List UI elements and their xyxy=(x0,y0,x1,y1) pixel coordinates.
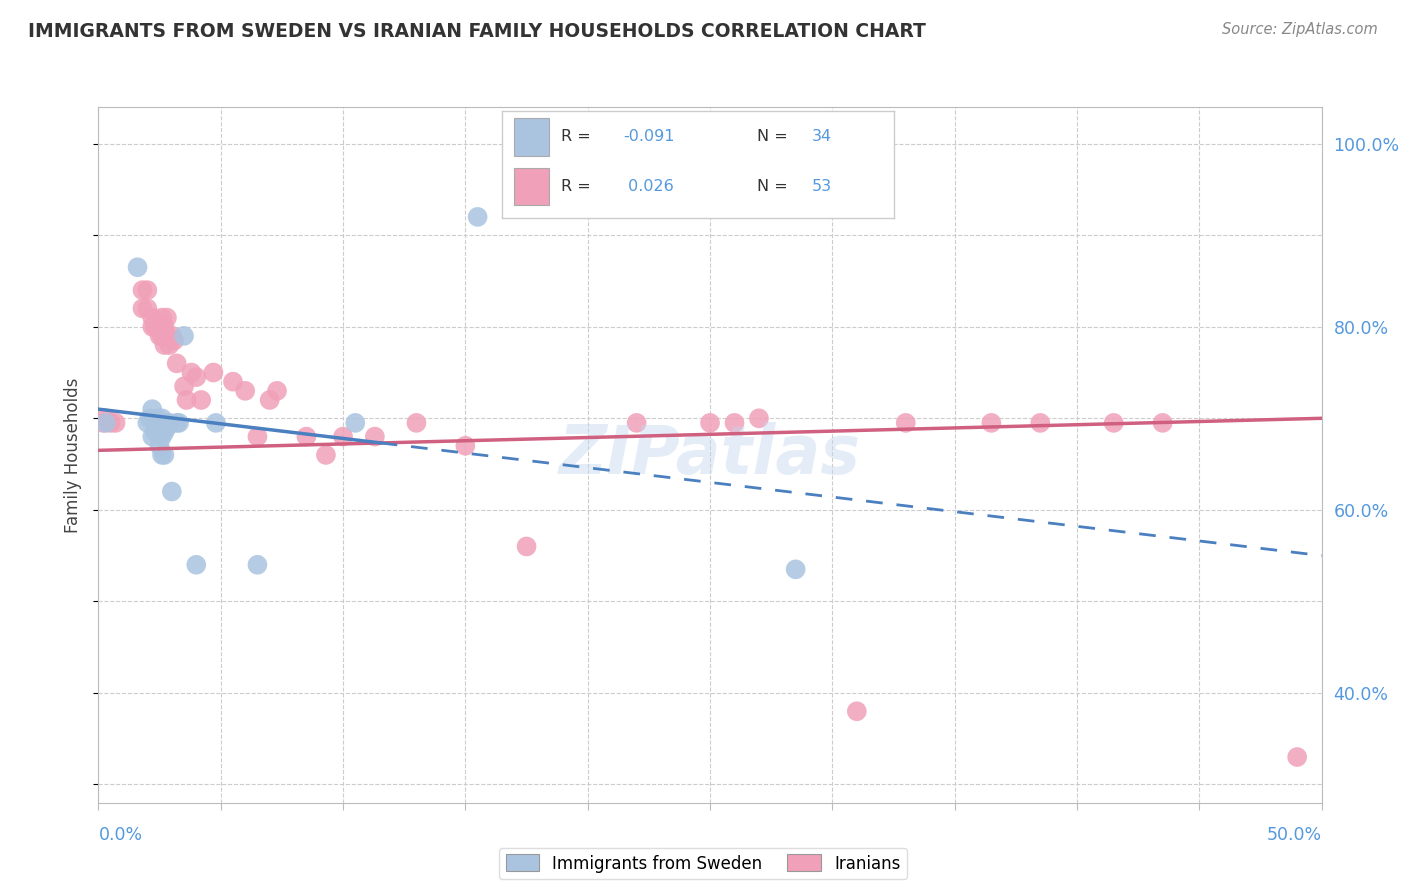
Point xyxy=(150,429,173,443)
Point xyxy=(180,366,202,380)
Point xyxy=(205,416,228,430)
Point xyxy=(166,356,188,370)
Point xyxy=(153,319,176,334)
Point xyxy=(150,448,173,462)
Point xyxy=(186,370,208,384)
Point xyxy=(163,334,186,348)
Point xyxy=(94,416,117,430)
Point xyxy=(160,329,183,343)
Point xyxy=(131,301,153,316)
Point xyxy=(94,411,117,425)
Point xyxy=(127,260,149,275)
Point xyxy=(91,416,114,430)
Point xyxy=(1102,416,1125,430)
Text: 0.0%: 0.0% xyxy=(98,826,142,844)
Point xyxy=(136,301,159,316)
Point xyxy=(176,392,198,407)
Point xyxy=(156,329,179,343)
Point xyxy=(149,319,172,334)
Point xyxy=(153,425,176,439)
Point xyxy=(405,416,427,430)
Point xyxy=(222,375,245,389)
Point xyxy=(149,416,172,430)
Text: ZIPatlas: ZIPatlas xyxy=(560,422,860,488)
Text: IMMIGRANTS FROM SWEDEN VS IRANIAN FAMILY HOUSEHOLDS CORRELATION CHART: IMMIGRANTS FROM SWEDEN VS IRANIAN FAMILY… xyxy=(28,22,927,41)
Point xyxy=(173,329,195,343)
Point xyxy=(190,392,212,407)
Point xyxy=(153,416,176,430)
Point xyxy=(143,425,166,439)
Point xyxy=(100,416,122,430)
Point xyxy=(150,416,173,430)
Point xyxy=(146,319,169,334)
Point xyxy=(141,310,163,325)
Point xyxy=(845,704,868,718)
Point xyxy=(157,338,180,352)
Point xyxy=(156,420,179,434)
Point xyxy=(246,558,269,572)
Point xyxy=(202,366,225,380)
Point xyxy=(515,540,537,554)
Point xyxy=(139,411,162,425)
Point xyxy=(153,416,176,430)
Point xyxy=(149,425,172,439)
Point xyxy=(143,319,166,334)
Point xyxy=(233,384,256,398)
Point xyxy=(315,448,337,462)
Point xyxy=(136,283,159,297)
Point xyxy=(146,411,169,425)
Point xyxy=(723,416,745,430)
Point xyxy=(748,411,770,425)
Point xyxy=(699,416,721,430)
Y-axis label: Family Households: Family Households xyxy=(65,377,83,533)
Point xyxy=(1286,750,1309,764)
Point xyxy=(259,392,281,407)
Point xyxy=(166,416,188,430)
Point xyxy=(1152,416,1174,430)
Point xyxy=(131,283,153,297)
Point xyxy=(246,429,269,443)
Point xyxy=(146,416,169,430)
Point xyxy=(332,429,354,443)
Point xyxy=(141,429,163,443)
Point xyxy=(150,310,173,325)
Point xyxy=(626,416,648,430)
Point xyxy=(173,379,195,393)
Text: Source: ZipAtlas.com: Source: ZipAtlas.com xyxy=(1222,22,1378,37)
Legend: Immigrants from Sweden, Iranians: Immigrants from Sweden, Iranians xyxy=(499,847,907,880)
Text: 50.0%: 50.0% xyxy=(1267,826,1322,844)
Point xyxy=(150,329,173,343)
Point xyxy=(141,319,163,334)
Point xyxy=(980,416,1002,430)
Point xyxy=(894,416,917,430)
Point xyxy=(186,558,208,572)
Point xyxy=(149,439,172,453)
Point xyxy=(167,416,190,430)
Point xyxy=(364,429,387,443)
Point xyxy=(141,402,163,417)
Point xyxy=(160,484,183,499)
Point xyxy=(785,562,807,576)
Point xyxy=(156,310,179,325)
Point xyxy=(157,416,180,430)
Point xyxy=(143,416,166,430)
Point xyxy=(150,411,173,425)
Point xyxy=(136,416,159,430)
Point xyxy=(153,338,176,352)
Point xyxy=(295,429,318,443)
Point xyxy=(153,448,176,462)
Point xyxy=(104,416,127,430)
Point xyxy=(266,384,288,398)
Point xyxy=(344,416,367,430)
Point xyxy=(156,416,179,430)
Point xyxy=(1029,416,1052,430)
Point xyxy=(454,439,477,453)
Point xyxy=(467,210,489,224)
Point xyxy=(149,329,172,343)
